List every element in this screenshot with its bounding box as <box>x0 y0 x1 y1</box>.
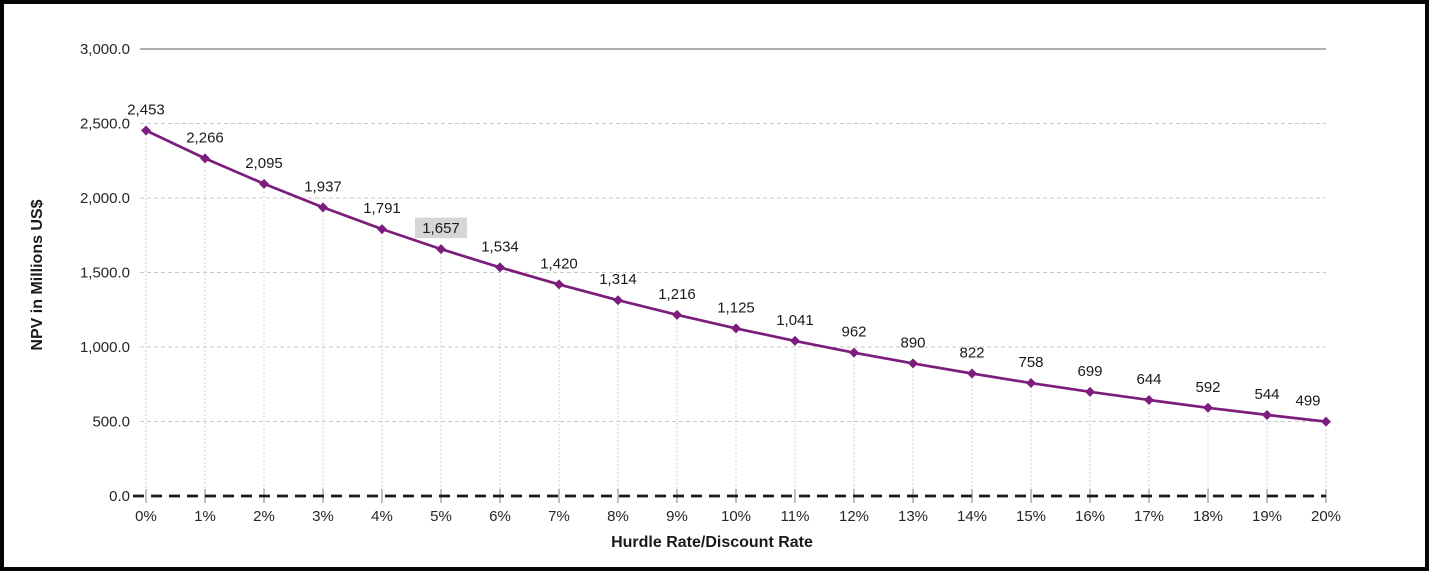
x-axis-tick-label: 0% <box>135 508 157 525</box>
data-labels: 2,453 2,266 2,095 1,937 1,791 1,657 1,534 1,420… <box>127 102 1320 410</box>
y-axis-tick-label: 1,500.0 <box>80 265 130 282</box>
x-axis-tick-label: 14% <box>957 508 987 525</box>
x-axis-tick-label: 15% <box>1016 508 1046 525</box>
data-label: 2,095 <box>245 155 283 172</box>
x-axis-title: Hurdle Rate/Discount Rate <box>611 534 813 551</box>
data-point-marker <box>1144 395 1154 406</box>
data-label: 1,791 <box>363 200 401 217</box>
data-point-marker <box>141 125 151 136</box>
x-axis-labels: 0% 1% 2% 3% 4% 5% 6% 7% 8% 9% 10% 11% 12% 13% 14% 15% 16… <box>135 508 1341 525</box>
y-axis-tick-label: 500.0 <box>92 414 130 431</box>
y-axis-labels: 0.0 500.0 1,000.0 1,500.0 2,000.0 2,500.0 3,00… <box>80 41 130 505</box>
data-label: 1,657 <box>422 220 460 237</box>
x-axis-tick-label: 7% <box>548 508 570 525</box>
x-axis-tick-label: 4% <box>371 508 393 525</box>
y-axis-tick-label: 2,500.0 <box>80 116 130 133</box>
y-axis-tick-label: 3,000.0 <box>80 41 130 58</box>
y-axis-title: NPV in Millions US$ <box>29 199 46 351</box>
data-point-marker <box>613 295 623 306</box>
y-axis-tick-label: 2,000.0 <box>80 190 130 207</box>
data-point-marker <box>790 335 800 346</box>
data-point-marker <box>1026 378 1036 389</box>
x-axis-tick-label: 11% <box>781 508 810 525</box>
x-axis-tick-label: 20% <box>1311 508 1341 525</box>
data-point-marker <box>377 224 387 235</box>
x-axis-tick-label: 16% <box>1075 508 1105 525</box>
horizontal-gridlines <box>140 48 1326 422</box>
data-point-marker <box>1085 386 1095 397</box>
data-label: 592 <box>1195 379 1220 396</box>
data-label: 758 <box>1018 354 1043 371</box>
x-axis-tick-label: 8% <box>607 508 629 525</box>
x-axis-tick-label: 17% <box>1134 508 1164 525</box>
x-axis-tick-label: 12% <box>839 508 869 525</box>
data-point-marker <box>967 368 977 379</box>
data-label: 1,041 <box>776 312 814 329</box>
data-point-marker <box>731 323 741 334</box>
x-axis-tick-label: 6% <box>489 508 511 525</box>
data-point-marker <box>1203 402 1213 413</box>
data-label: 644 <box>1136 371 1161 388</box>
data-point-marker <box>1262 409 1272 420</box>
data-point-marker <box>849 347 859 358</box>
data-point-markers <box>141 125 1331 427</box>
droplines <box>145 134 1327 496</box>
y-axis-tick-label: 1,000.0 <box>80 339 130 356</box>
x-axis-tick-label: 3% <box>312 508 334 525</box>
data-point-marker <box>200 153 210 164</box>
data-point-marker <box>436 244 446 255</box>
data-point-marker <box>318 202 328 213</box>
x-axis-tick-label: 18% <box>1193 508 1223 525</box>
data-label: 822 <box>959 345 984 362</box>
data-label: 1,314 <box>599 271 637 288</box>
data-point-marker <box>672 309 682 320</box>
data-label: 1,937 <box>304 178 342 195</box>
data-label: 1,420 <box>540 255 578 272</box>
data-point-marker <box>554 279 564 290</box>
highlighted-label-background <box>415 217 467 239</box>
data-point-marker <box>259 178 269 189</box>
data-label: 1,125 <box>717 299 755 316</box>
data-label: 2,453 <box>127 102 165 119</box>
x-axis-tick-label: 13% <box>898 508 928 525</box>
data-label: 544 <box>1254 386 1279 403</box>
x-axis-tick-label: 5% <box>430 508 452 525</box>
data-label: 699 <box>1077 363 1102 380</box>
data-point-marker <box>1321 416 1331 427</box>
x-axis-tick-label: 19% <box>1252 508 1282 525</box>
data-label: 2,266 <box>186 129 224 146</box>
x-axis-tick-label: 10% <box>721 508 751 525</box>
data-label: 1,534 <box>481 238 519 255</box>
data-label: 1,216 <box>658 286 696 303</box>
x-axis-tick-label: 1% <box>194 508 216 525</box>
data-point-marker <box>908 358 918 369</box>
x-axis-tick-label: 2% <box>253 508 275 525</box>
y-axis-tick-label: 0.0 <box>109 488 130 505</box>
x-axis-tick-label: 9% <box>666 508 688 525</box>
data-label: 890 <box>900 334 925 351</box>
data-point-marker <box>495 262 505 273</box>
data-label: 962 <box>841 324 866 341</box>
data-label: 499 <box>1295 393 1320 410</box>
